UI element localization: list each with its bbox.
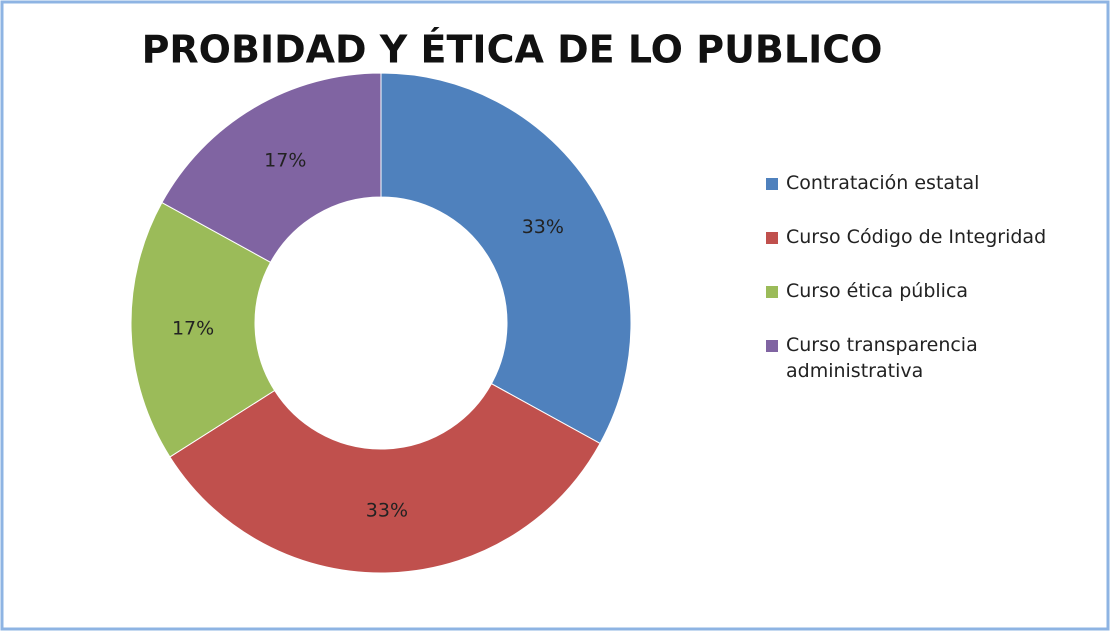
legend-item: Curso ética pública	[766, 278, 1086, 304]
legend-label: Curso ética pública	[786, 280, 969, 302]
data-label: 33%	[366, 499, 408, 521]
legend-swatch	[766, 286, 778, 298]
donut-slice	[130, 201, 276, 458]
legend-label: Curso transparencia administrativa	[786, 334, 978, 382]
legend-swatch	[766, 232, 778, 244]
donut-slice	[161, 72, 382, 263]
legend-swatch	[766, 178, 778, 190]
legend-swatch	[766, 340, 778, 352]
legend-label: Contratación estatal	[786, 172, 980, 194]
data-label: 33%	[522, 216, 564, 238]
legend: Contratación estatal Curso Código de Inte…	[766, 170, 1086, 412]
data-label: 17%	[172, 317, 214, 339]
donut-slice	[380, 72, 632, 445]
legend-label: Curso Código de Integridad	[786, 226, 1047, 248]
legend-item: Curso transparencia administrativa	[766, 332, 1086, 384]
data-label: 17%	[264, 150, 306, 172]
legend-item: Curso Código de Integridad	[766, 224, 1086, 250]
legend-item: Contratación estatal	[766, 170, 1086, 196]
chart-title: PROBIDAD Y ÉTICA DE LO PUBLICO	[142, 28, 883, 72]
donut-slice	[169, 383, 601, 574]
